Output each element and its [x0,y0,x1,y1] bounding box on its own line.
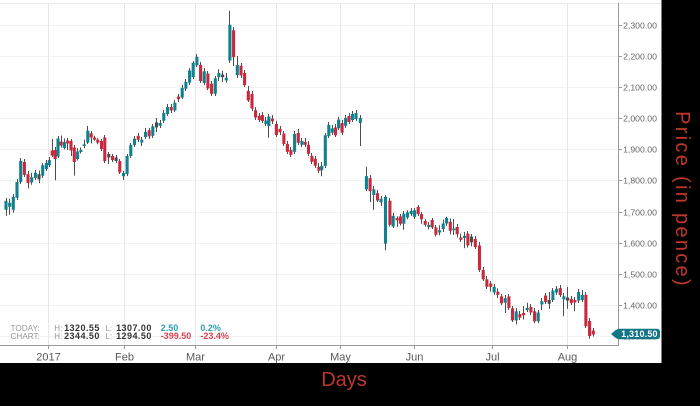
svg-text:H:: H: [54,324,62,333]
svg-text:May: May [330,352,351,364]
svg-text:1,900.00: 1,900.00 [623,145,657,155]
svg-text:Days: Days [321,369,367,391]
svg-text:2,200.00: 2,200.00 [623,52,657,62]
svg-text:Jul: Jul [485,352,499,364]
svg-text:1307.00: 1307.00 [116,323,152,333]
svg-text:-399.50: -399.50 [161,331,192,341]
svg-text:2017: 2017 [36,352,60,364]
svg-text:Aug: Aug [558,352,578,364]
svg-text:1,800.00: 1,800.00 [623,176,657,186]
svg-text:TODAY:: TODAY: [11,324,40,333]
svg-text:1,500.00: 1,500.00 [623,270,657,280]
svg-text:1,310.50: 1,310.50 [621,329,658,339]
svg-text:1320.55: 1320.55 [64,323,100,333]
svg-text:2,300.00: 2,300.00 [623,21,657,31]
svg-text:H:: H: [54,332,62,341]
svg-text:Jun: Jun [406,352,424,364]
svg-text:2344.50: 2344.50 [64,331,100,341]
svg-text:0.2%: 0.2% [200,323,221,333]
svg-text:1,700.00: 1,700.00 [623,208,657,218]
svg-text:Apr: Apr [268,352,285,364]
svg-text:2,000.00: 2,000.00 [623,114,657,124]
svg-text:2,100.00: 2,100.00 [623,83,657,93]
svg-text:CHART:: CHART: [11,332,40,341]
svg-text:Feb: Feb [115,352,134,364]
svg-text:Price (in pence): Price (in pence) [671,111,693,288]
svg-text:L:: L: [105,332,112,341]
svg-text:1294.50: 1294.50 [116,331,152,341]
svg-text:Mar: Mar [186,352,205,364]
svg-text:1,600.00: 1,600.00 [623,239,657,249]
svg-text:1,400.00: 1,400.00 [623,301,657,311]
svg-text:L:: L: [105,324,112,333]
svg-text:-23.4%: -23.4% [200,331,229,341]
svg-text:2.50: 2.50 [161,323,179,333]
